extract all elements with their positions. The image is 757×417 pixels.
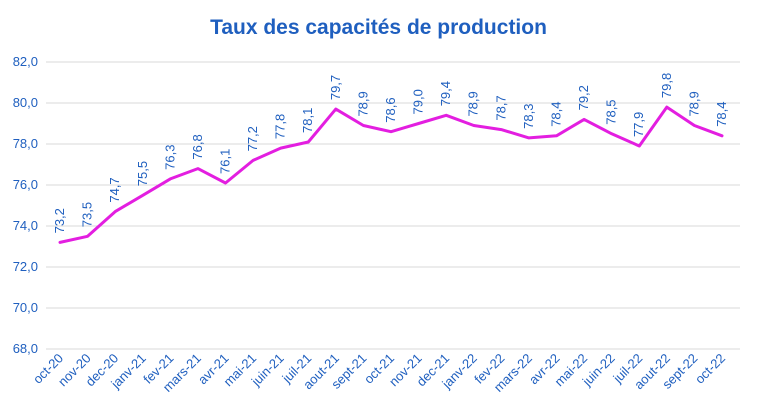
data-label: 76,8 <box>190 134 205 159</box>
data-label: 78,5 <box>604 99 619 124</box>
data-label: 77,9 <box>631 112 646 137</box>
data-label: 73,5 <box>80 202 95 227</box>
data-label: 77,8 <box>273 114 288 139</box>
data-label: 78,4 <box>714 101 729 126</box>
y-tick-label: 72,0 <box>13 259 38 274</box>
data-label: 78,4 <box>549 101 564 126</box>
data-label: 78,7 <box>493 95 508 120</box>
data-label: 78,6 <box>383 97 398 122</box>
data-label: 75,5 <box>135 161 150 186</box>
data-label: 73,2 <box>52 208 67 233</box>
y-tick-label: 78,0 <box>13 136 38 151</box>
data-label: 77,2 <box>245 126 260 151</box>
data-labels: 73,2 73,5 74,7 75,5 76,3 76,8 76,1 77,2 77,8 78,1… <box>52 73 729 234</box>
data-label: 78,3 <box>521 104 536 129</box>
y-tick-label: 76,0 <box>13 177 38 192</box>
chart-title: Taux des capacités de production <box>210 16 547 39</box>
x-tick-label: oct-22 <box>692 351 728 387</box>
data-label: 78,1 <box>300 108 315 133</box>
data-label: 79,7 <box>328 75 343 100</box>
y-axis-ticks: 68,0 70,0 72,0 74,0 76,0 78,0 80,0 82,0 <box>13 54 38 356</box>
data-label: 78,9 <box>686 91 701 116</box>
y-tick-label: 70,0 <box>13 300 38 315</box>
x-axis-ticks: oct-20nov-20dec-20janv-21fev-21mars-21av… <box>30 351 728 395</box>
data-label: 79,4 <box>438 81 453 106</box>
y-tick-label: 82,0 <box>13 54 38 69</box>
y-tick-label: 68,0 <box>13 341 38 356</box>
data-label: 79,2 <box>576 85 591 110</box>
data-label: 79,8 <box>659 73 674 98</box>
data-label: 79,0 <box>411 89 426 114</box>
y-tick-label: 80,0 <box>13 95 38 110</box>
y-tick-label: 74,0 <box>13 218 38 233</box>
series-line-path <box>58 105 724 244</box>
data-label: 76,3 <box>162 145 177 170</box>
data-label: 78,9 <box>355 91 370 116</box>
data-label: 76,1 <box>218 149 233 174</box>
grid-lines <box>46 61 740 350</box>
series-line <box>58 105 724 244</box>
data-label: 74,7 <box>107 177 122 202</box>
data-label: 78,9 <box>466 91 481 116</box>
